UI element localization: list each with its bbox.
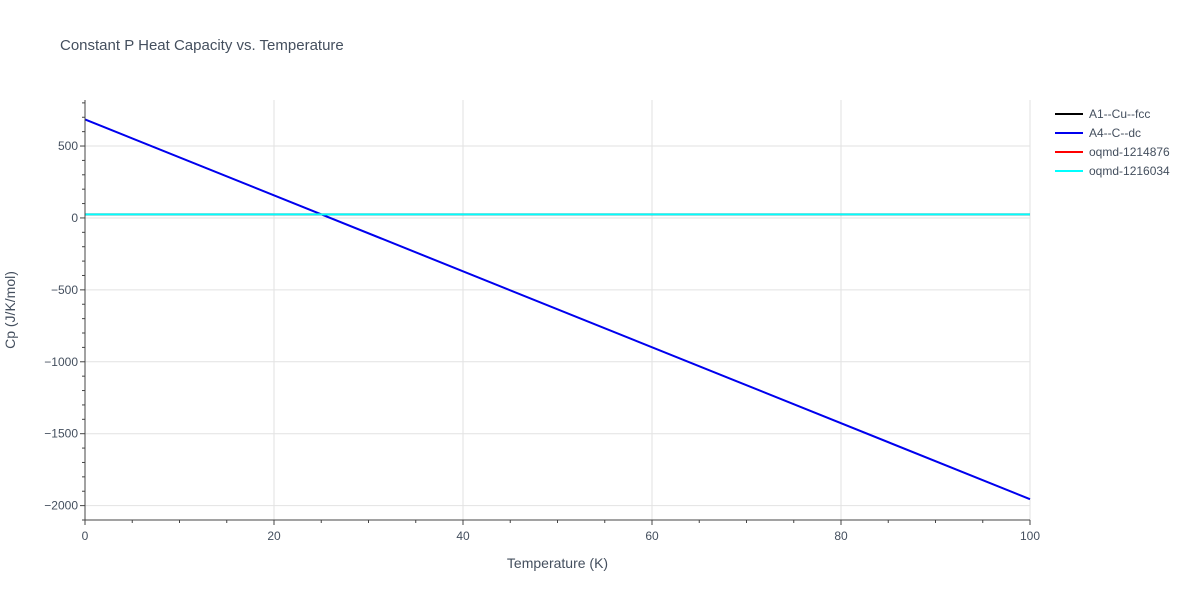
x-axis-title: Temperature (K)	[507, 555, 608, 571]
legend-item[interactable]: oqmd-1214876	[1055, 145, 1170, 159]
x-tick-label: 0	[82, 529, 89, 543]
series-layer	[84, 118, 1031, 501]
x-tick-label: 60	[645, 529, 659, 543]
y-tick-label: 0	[71, 211, 78, 225]
chart-title: Constant P Heat Capacity vs. Temperature	[60, 37, 344, 54]
legend-label: A1--Cu--fcc	[1089, 107, 1150, 121]
y-tick-label: −500	[51, 283, 78, 297]
y-tick-label: −2000	[44, 499, 78, 513]
y-axis-title: Cp (J/K/mol)	[2, 271, 18, 349]
series-line-A4--C--dc	[84, 118, 1031, 501]
x-tick-label: 80	[834, 529, 848, 543]
legend-item[interactable]: A1--Cu--fcc	[1055, 107, 1150, 121]
grid-lines	[85, 100, 1031, 520]
x-tick-label: 100	[1020, 529, 1040, 543]
legend-label: oqmd-1214876	[1089, 145, 1170, 159]
y-tick-label: −1500	[44, 427, 78, 441]
legend-item[interactable]: A4--C--dc	[1055, 126, 1141, 140]
legend-label: oqmd-1216034	[1089, 164, 1170, 178]
legend-label: A4--C--dc	[1089, 126, 1141, 140]
legend-item[interactable]: oqmd-1216034	[1055, 164, 1170, 178]
axes: 0 20 40 60 80 100 500 0 −500 −1000 −1500 −2000	[44, 100, 1040, 543]
x-tick-label: 40	[456, 529, 470, 543]
y-tick-label: −1000	[44, 355, 78, 369]
y-tick-label: 500	[58, 139, 78, 153]
x-tick-label: 20	[267, 529, 281, 543]
legend[interactable]: A1--Cu--fcc A4--C--dc oqmd-1214876 oqmd-121…	[1055, 107, 1170, 178]
